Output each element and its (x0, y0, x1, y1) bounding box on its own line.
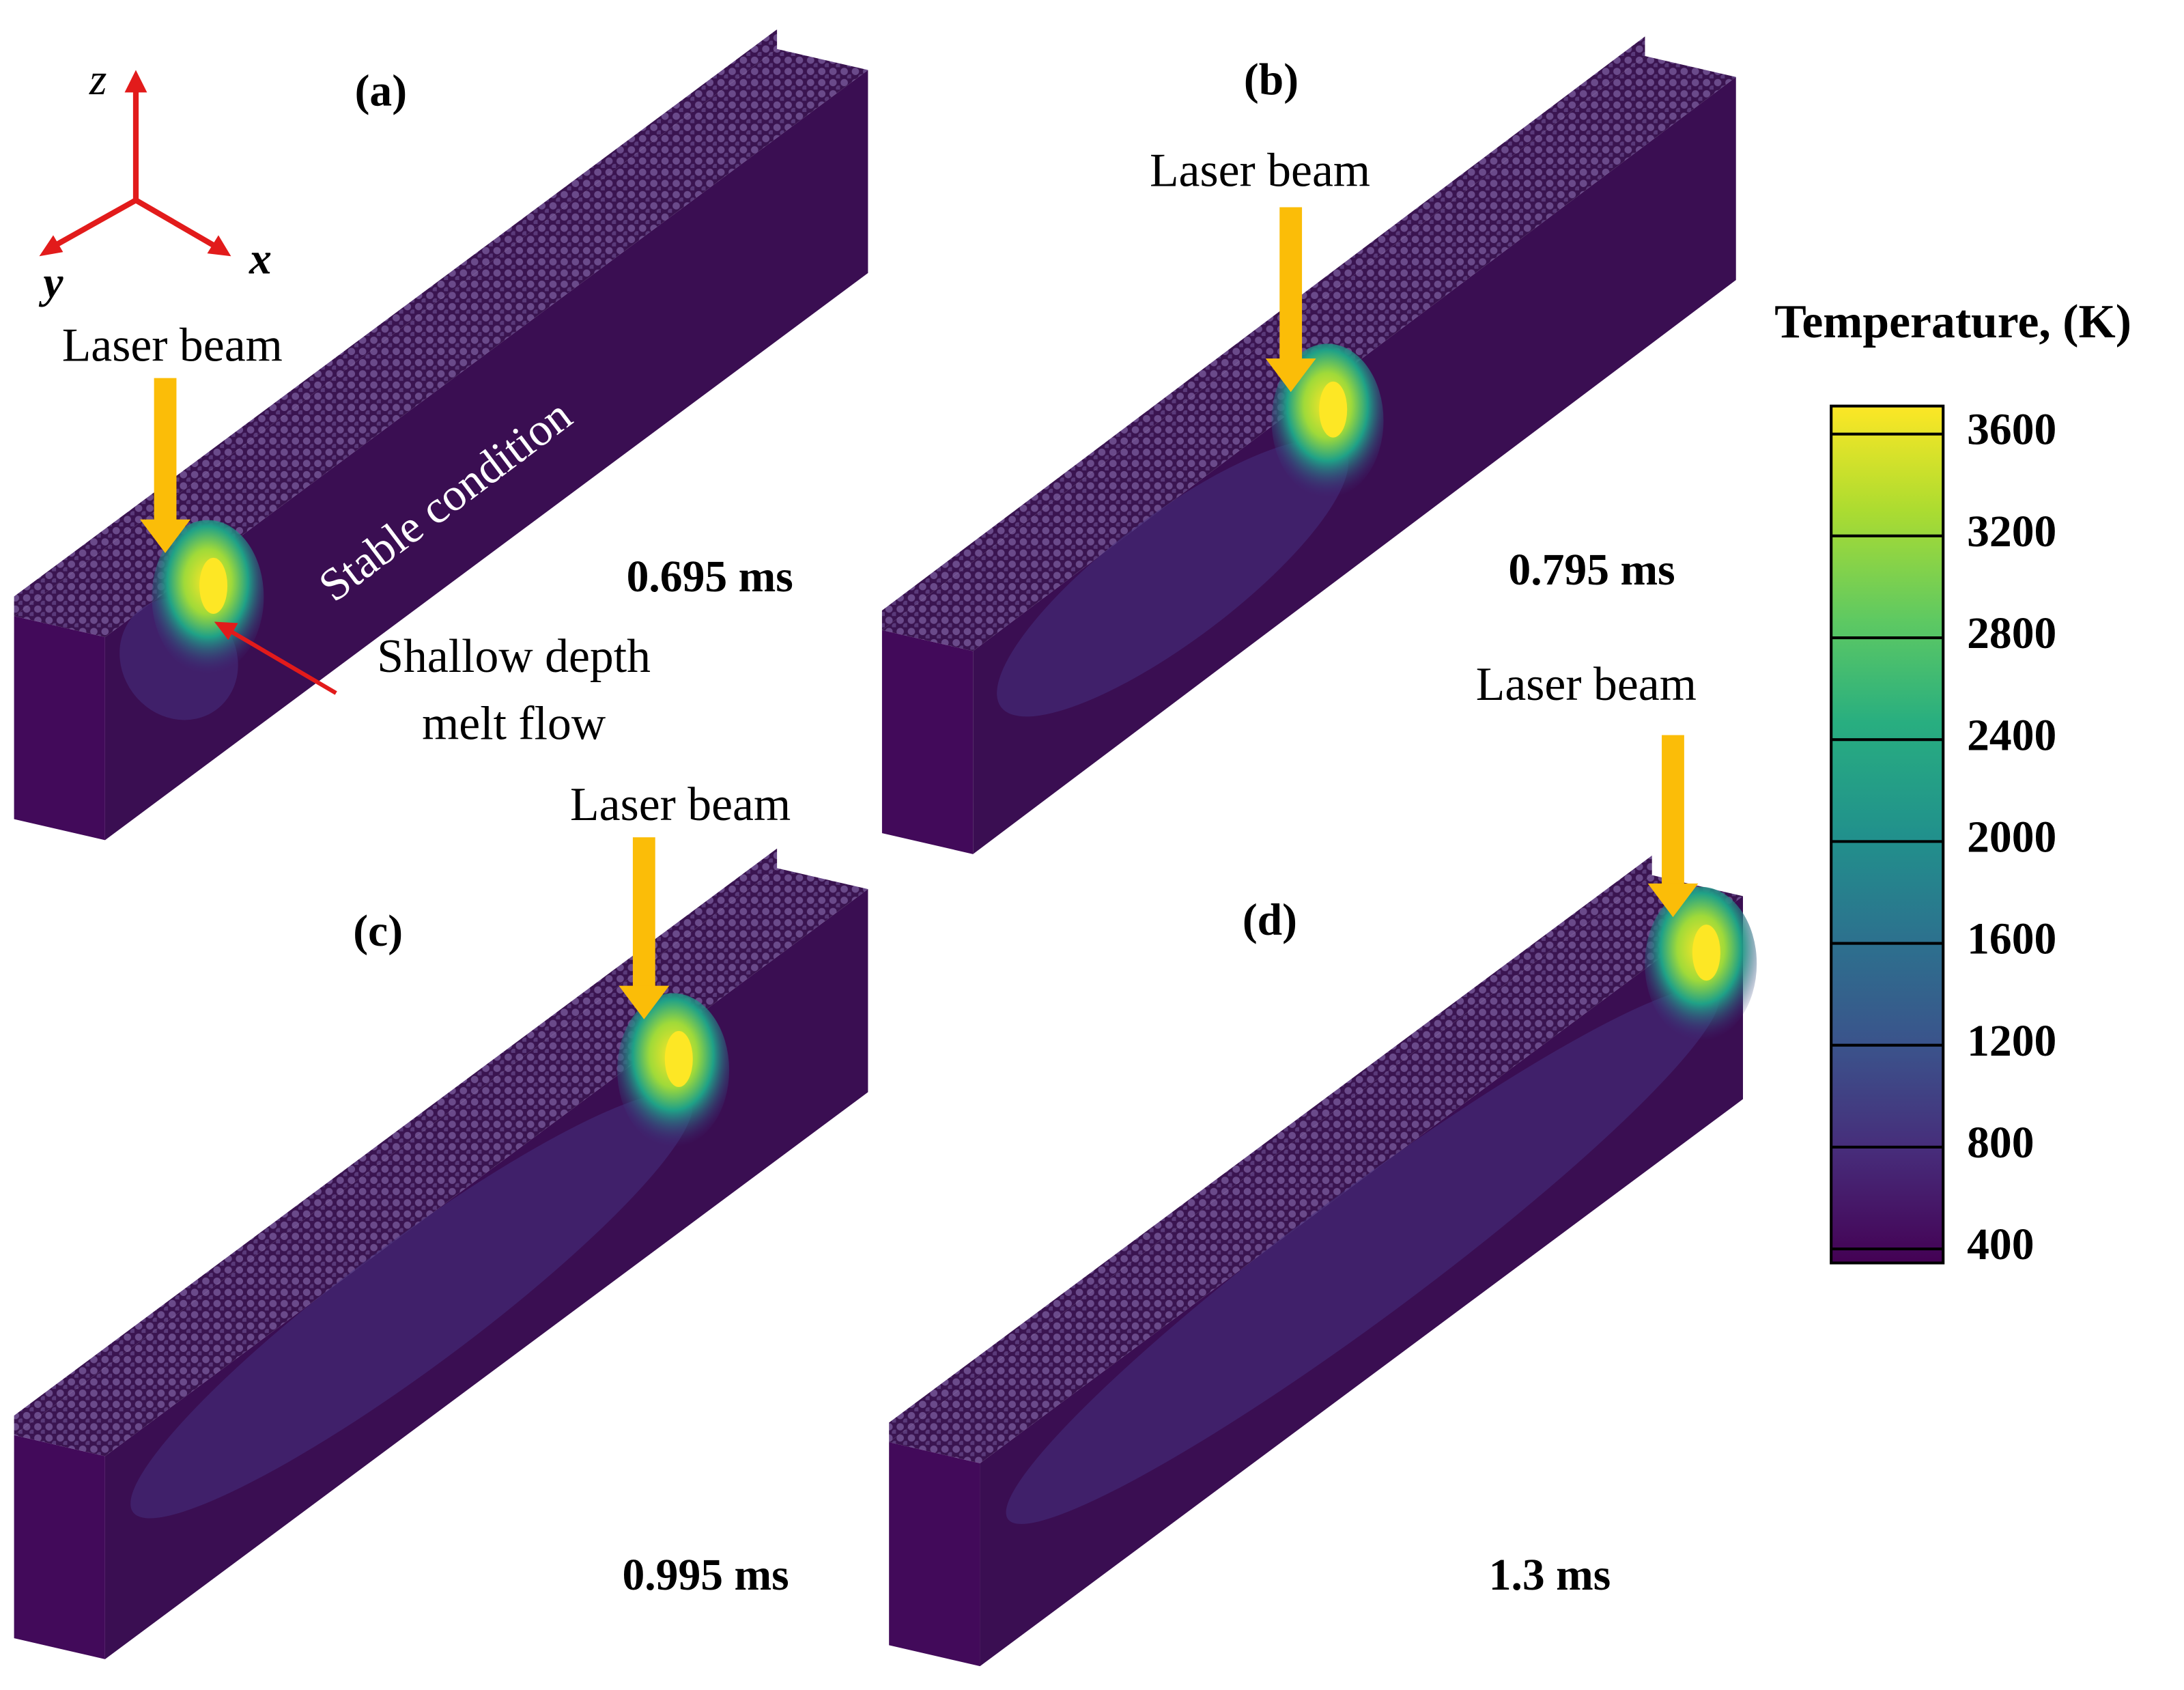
block-end-face (14, 616, 105, 841)
block-top-ridge (881, 36, 1645, 630)
laser-arrow (1279, 207, 1303, 362)
block-top-face (14, 48, 868, 637)
melt-tail (130, 1092, 693, 1519)
simulation-panel (14, 848, 868, 1659)
laser-label: Laser beam (1150, 144, 1370, 197)
block-top-ridge (14, 29, 778, 617)
panel-label: (a) (355, 66, 408, 115)
laser-arrowhead (140, 519, 190, 553)
simulation-panel (881, 36, 1736, 854)
laser-arrow (154, 378, 177, 522)
simulation-panel (14, 29, 868, 841)
block-end-face (881, 630, 974, 854)
melt-core (1319, 381, 1348, 438)
block-top-face (889, 875, 1744, 1463)
colorbar-tick-label: 1600 (1967, 915, 2056, 964)
laser-label: Laser beam (1476, 658, 1697, 711)
time-label: 0.795 ms (1508, 546, 1675, 595)
axis-label: x (249, 235, 272, 284)
time-label: 0.995 ms (622, 1551, 789, 1600)
laser-label: Laser beam (62, 320, 283, 372)
colorbar (1830, 404, 1945, 1265)
time-label: 1.3 ms (1489, 1551, 1611, 1600)
colorbar-tick-label: 3200 (1967, 507, 2056, 557)
axis-triad: z y x (38, 55, 271, 307)
panel-label: (c) (353, 907, 403, 956)
laser-label: Laser beam (570, 778, 791, 831)
laser-arrow (1662, 735, 1684, 886)
panel-label: (b) (1244, 55, 1299, 104)
colorbar-tick-label: 2800 (1967, 609, 2056, 658)
laser-arrowhead (619, 985, 670, 1019)
annotation: melt flow (422, 697, 606, 750)
colorbar-tick-label: 1200 (1967, 1017, 2056, 1066)
panel-label: (d) (1243, 895, 1297, 944)
melt-tail (1006, 987, 1720, 1524)
colorbar-tick-label: 2400 (1967, 711, 2056, 760)
axis-label: y (38, 258, 63, 307)
axis-label: z (89, 55, 107, 104)
block-top-ridge (889, 855, 1652, 1443)
laser-arrowhead (1265, 358, 1316, 393)
melt-tail (997, 439, 1349, 717)
block-end-face (14, 1435, 105, 1659)
melt-core (1692, 925, 1720, 981)
block-end-face (889, 1442, 980, 1667)
pointer-arrow (214, 621, 337, 695)
colorbar-tick-label: 3600 (1967, 406, 2056, 455)
block-front-face (104, 70, 868, 841)
annotation: Shallow depth (377, 630, 651, 683)
colorbar-tick-label: 2000 (1967, 813, 2056, 862)
melt-core (664, 1030, 693, 1087)
melt-core (199, 557, 228, 614)
laser-arrow (632, 837, 655, 989)
colorbar-tick-label: 400 (1967, 1220, 2034, 1269)
simulation-panel (889, 855, 1757, 1667)
colorbar-title: Temperature, (K) (1774, 296, 2131, 348)
block-top-ridge (14, 848, 778, 1435)
laser-arrowhead (1647, 883, 1699, 918)
time-label: 0.695 ms (627, 552, 793, 602)
colorbar-tick-label: 800 (1967, 1118, 2034, 1168)
